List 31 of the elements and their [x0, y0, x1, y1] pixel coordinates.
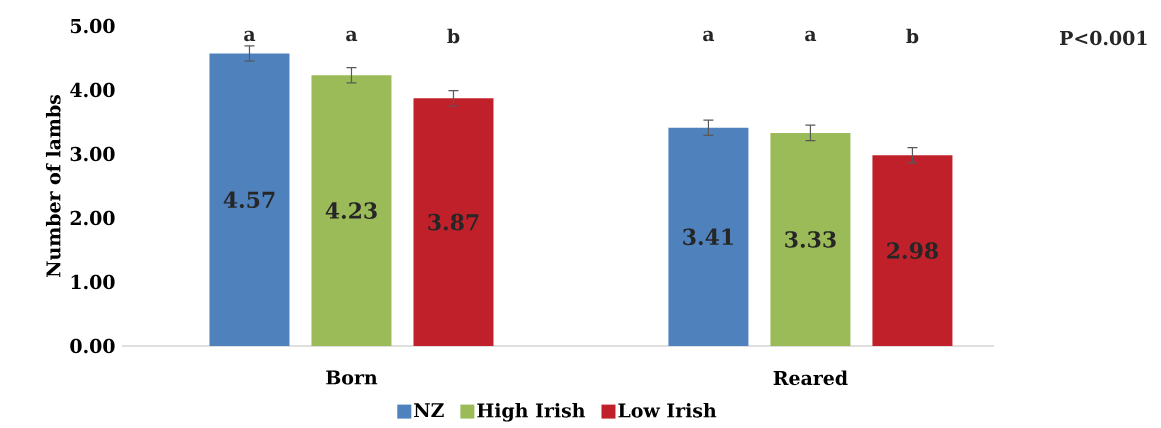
y-tick-label: 1.00: [71, 274, 115, 290]
annotation: b: [906, 28, 919, 44]
x-tick-label: Born: [326, 370, 378, 385]
bar: [209, 53, 290, 346]
bar: [668, 127, 749, 346]
text: P<0.001: [1060, 30, 1147, 46]
y-tick-label: 0.00: [70, 338, 115, 354]
data-label: 3.87: [428, 213, 479, 231]
x-tick-label: Reared: [773, 370, 848, 386]
bar: [770, 132, 851, 346]
bar: [872, 155, 953, 346]
legend-label: Low Irish: [618, 402, 717, 418]
data-label: 4.23: [325, 202, 377, 219]
annotation: a: [346, 30, 358, 42]
data-label: 3.41: [683, 228, 733, 246]
y-tick-label: 4.00: [70, 82, 115, 98]
annotation: a: [703, 30, 715, 42]
annotation: a: [805, 30, 817, 42]
annotation: b: [447, 28, 460, 44]
y-tick-label: 2.00: [70, 210, 115, 226]
legend-label: NZ: [414, 403, 444, 418]
data-label: 4.57: [223, 191, 275, 209]
data-label: 2.98: [887, 242, 938, 259]
bar: [413, 98, 494, 346]
y-axis-title: Number of lambs: [45, 94, 61, 278]
bar: [311, 75, 392, 346]
data-label: 3.33: [785, 231, 836, 248]
y-tick-label: 3.00: [70, 146, 115, 162]
y-tick-label: 5.00: [70, 18, 115, 34]
legend-label: High Irish: [477, 402, 586, 422]
annotation: a: [244, 30, 256, 42]
